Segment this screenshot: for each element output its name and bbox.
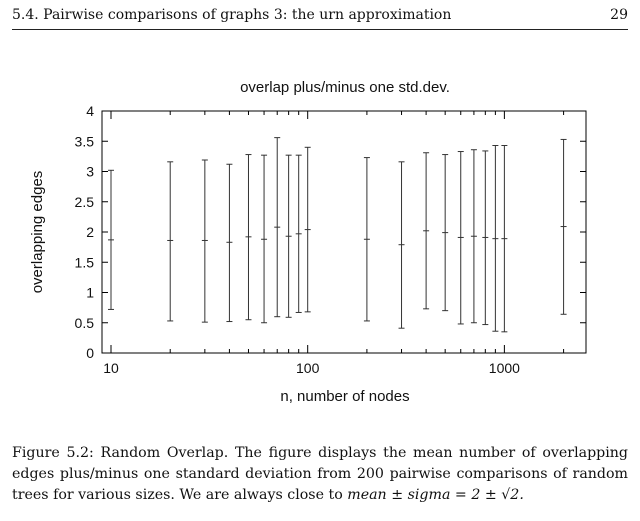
y-tick-label: 1: [86, 285, 94, 301]
y-tick-label: 0.5: [75, 315, 95, 331]
header-rule: [12, 29, 628, 30]
error-bar: [423, 152, 430, 310]
error-bar: [261, 154, 268, 324]
y-tick-label: 2: [86, 224, 94, 240]
plot-frame: [101, 110, 587, 354]
x-tick-label: 10: [103, 360, 119, 376]
chart-title: overlap plus/minus one std.dev.: [240, 79, 450, 96]
error-bar: [501, 144, 508, 333]
error-bar: [442, 154, 449, 312]
error-bar: [285, 154, 292, 318]
error-bar: [492, 144, 499, 332]
error-bar: [560, 138, 567, 315]
page-number: 29: [610, 7, 628, 23]
error-bar: [167, 161, 174, 322]
errorbar-chart: overlap plus/minus one std.dev. 0 0.5 1 1.5…: [29, 79, 587, 405]
error-bar: [108, 169, 115, 310]
y-tick-label: 4: [86, 103, 94, 119]
y-axis-label: overlapping edges: [29, 171, 46, 294]
axis-ticks: 0 0.5 1 1.5 2 2.5 3 3.5 4 10 100 1000: [75, 103, 586, 376]
error-bar: [470, 149, 477, 324]
error-bar: [201, 159, 208, 323]
figure-caption: Figure 5.2: Random Overlap. The figure d…: [12, 443, 628, 506]
x-tick-label: 1000: [489, 360, 520, 376]
error-bar: [245, 154, 252, 321]
x-tick-label: 100: [296, 360, 320, 376]
caption-formula: mean ± sigma = 2 ± √2.: [347, 487, 524, 503]
y-tick-label: 3: [86, 164, 94, 180]
y-tick-label: 2.5: [75, 194, 95, 210]
running-head: 5.4. Pairwise comparisons of graphs 3: t…: [12, 5, 628, 30]
error-bar: [457, 151, 464, 325]
y-tick-label: 1.5: [75, 254, 95, 270]
error-bar: [482, 150, 489, 326]
error-bar: [304, 146, 311, 313]
caption-text: Figure 5.2: Random Overlap. The figure d…: [12, 445, 628, 503]
error-bar: [295, 154, 302, 313]
error-bar: [226, 163, 233, 323]
y-tick-label: 3.5: [75, 133, 95, 149]
y-tick-label: 0: [86, 345, 94, 361]
error-bar: [274, 137, 281, 318]
section-title: 5.4. Pairwise comparisons of graphs 3: t…: [12, 7, 452, 23]
error-bar: [398, 161, 405, 329]
x-axis-label: n, number of nodes: [280, 388, 409, 405]
error-bar: [363, 157, 370, 322]
error-bars: [108, 137, 567, 333]
